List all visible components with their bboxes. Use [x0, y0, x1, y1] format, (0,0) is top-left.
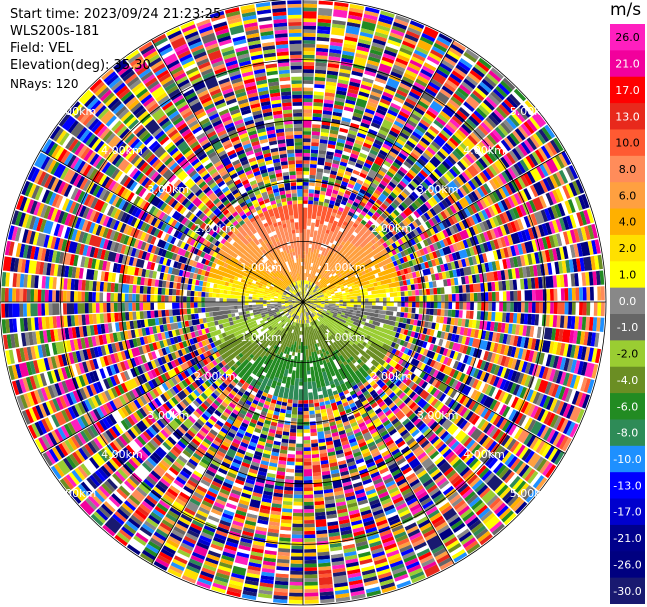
colorbar-band: [610, 208, 645, 236]
range-ring-label: 2.00km: [370, 370, 412, 383]
radar-gate-group: [5, 3, 594, 604]
range-ring-label: 1.00km: [324, 261, 366, 274]
colorbar-band: [610, 182, 645, 210]
radial-line: [302, 39, 455, 303]
range-ring-label: 5.00km: [510, 105, 552, 118]
radial-line: [302, 301, 566, 454]
radial-line: [151, 39, 304, 303]
colorbar-tick-label: -8.0: [617, 427, 638, 440]
ppi-plot: 1.00km 1.00km 1.00km 1.00km 2.00km 2.00km 2.00…: [0, 0, 607, 606]
colorbar-band: [610, 287, 645, 315]
colorbar-tick-label: -10.0: [613, 453, 641, 466]
range-ring-label: 5.00km: [55, 487, 97, 500]
colorbar-tick-label: 17.0: [615, 84, 640, 97]
range-ring-label: 3.00km: [148, 409, 190, 422]
colorbar-band: [610, 50, 645, 78]
colorbar-tick-label: -13.0: [613, 479, 641, 492]
radial-line: [302, 150, 566, 303]
range-ring-label: 5.00km: [55, 105, 97, 118]
colorbar-tick-label: -1.0: [617, 321, 638, 334]
colorbar: 26.0 21.0 17.0 13.0 10.0 8.0 6.0 4.0 2.0 1.0 0.0 -1…: [610, 24, 645, 604]
colorbar-tick-label: 10.0: [615, 137, 640, 150]
colorbar-tick-label: 4.0: [619, 216, 637, 229]
colorbar-tick-label: 26.0: [615, 31, 640, 44]
colorbar-tick-label: -6.0: [617, 400, 638, 413]
elevation-text: Elevation(deg): 35.30: [10, 58, 151, 73]
colorbar-tick-label: 21.0: [615, 58, 640, 71]
radial-line: [151, 301, 304, 565]
radial-line: [40, 301, 304, 454]
scan-info: Start time: 2023/09/24 21:23:25 WLS200s-…: [10, 6, 221, 93]
colorbar-band: [610, 155, 645, 183]
colorbar-band: [610, 524, 645, 552]
colorbar-band: [610, 498, 645, 526]
colorbar-band: [610, 366, 645, 394]
range-ring-label: 2.00km: [194, 370, 236, 383]
colorbar-tick-label: 13.0: [615, 110, 640, 123]
colorbar-tick-label: 6.0: [619, 189, 637, 202]
colorbar-band: [610, 340, 645, 368]
range-ring-label: 1.00km: [240, 261, 282, 274]
colorbar-band: [610, 234, 645, 262]
nrays-text: NRays: 120: [10, 77, 79, 91]
colorbar-tick-label: -2.0: [617, 348, 638, 361]
radar-gate-group: [1, 10, 604, 580]
station-text: WLS200s-181: [10, 24, 100, 39]
radar-gate-group: [8, 10, 585, 599]
field-text: Field: VEL: [10, 41, 73, 56]
colorbar-tick-label: -30.0: [613, 585, 641, 598]
radar-gate-group: [7, 6, 598, 585]
colorbar-tick-label: 8.0: [619, 163, 637, 176]
radial-line: [302, 301, 455, 565]
colorbar-band: [610, 445, 645, 473]
range-ring-label: 4.00km: [101, 144, 143, 157]
range-ring-label: 3.00km: [148, 183, 190, 196]
colorbar-band: [610, 129, 645, 157]
colorbar-tick-label: -4.0: [617, 374, 638, 387]
range-ring-label: 1.00km: [240, 331, 282, 344]
colorbar-tick-label: 2.0: [619, 242, 637, 255]
radar-gate-group: [11, 16, 601, 600]
colorbar-band: [610, 314, 645, 341]
colorbar-band: [610, 393, 645, 420]
colorbar-band: [610, 577, 645, 604]
range-ring-label: 4.00km: [463, 448, 505, 461]
range-ring-label: 2.00km: [194, 222, 236, 235]
colorbar-tick-label: 0.0: [619, 295, 637, 308]
range-ring-label: 3.00km: [417, 183, 459, 196]
range-rings: 1.00km 1.00km 1.00km 1.00km 2.00km 2.00km 2.00…: [0, 0, 607, 606]
colorbar-band: [610, 551, 645, 579]
colorbar-band: [610, 76, 645, 104]
colorbar-tick-label: 1.0: [619, 268, 637, 281]
colorbar-unit: m/s: [610, 0, 642, 20]
range-ring-label: 2.00km: [370, 222, 412, 235]
start-time-text: Start time: 2023/09/24 21:23:25: [10, 7, 222, 22]
colorbar-band: [610, 103, 645, 130]
colorbar-tick-label: -21.0: [613, 532, 641, 545]
colorbar-band: [610, 419, 645, 447]
colorbar-tick-label: -17.0: [613, 506, 641, 519]
radial-line: [40, 150, 304, 303]
colorbar-band: [610, 472, 645, 500]
colorbar-tick-label: -26.0: [613, 558, 641, 571]
colorbar-band: [610, 261, 645, 289]
range-ring-label: 3.00km: [417, 409, 459, 422]
range-ring-label: 1.00km: [324, 331, 366, 344]
range-ring-label: 5.00km: [510, 487, 552, 500]
colorbar-band: [610, 24, 645, 51]
range-ring-label: 4.00km: [463, 144, 505, 157]
range-ring-label: 4.00km: [101, 448, 143, 461]
